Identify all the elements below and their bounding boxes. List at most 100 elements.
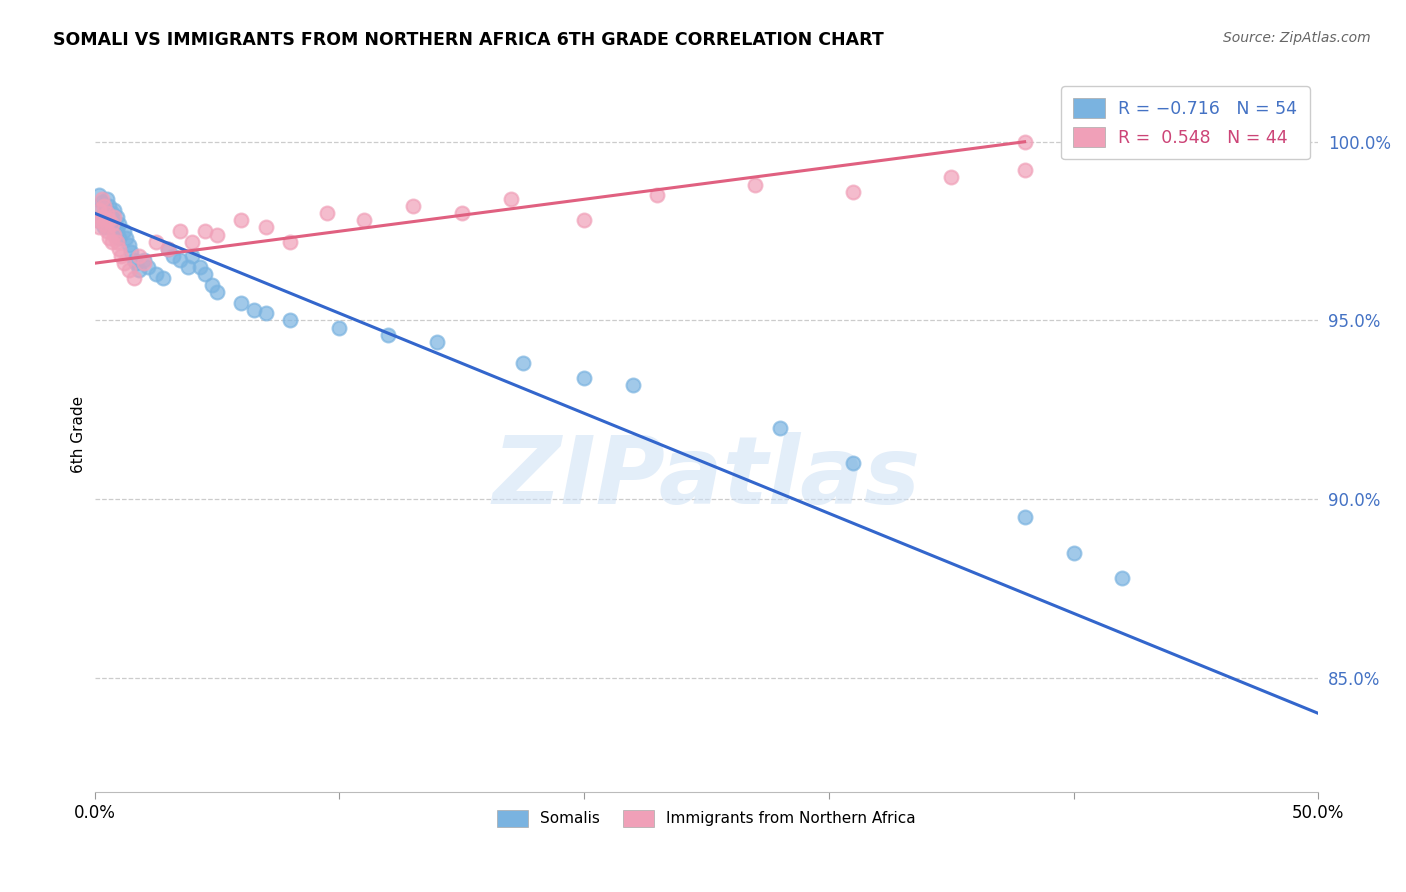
Point [647, 188, 669, 202]
Point [98, 213, 121, 227]
Point [156, 242, 179, 256]
Point [377, 327, 399, 342]
Point [205, 227, 228, 242]
Point [941, 170, 963, 185]
Point [572, 370, 595, 384]
Point [108, 217, 131, 231]
Point [96, 224, 118, 238]
Point [96, 202, 118, 217]
Point [103, 217, 125, 231]
Point [96, 206, 118, 220]
Point [105, 235, 128, 249]
Point [108, 242, 131, 256]
Point [194, 224, 217, 238]
Point [328, 320, 350, 334]
Point [125, 256, 148, 270]
Point [86, 213, 108, 227]
Point [512, 356, 534, 370]
Point [402, 199, 425, 213]
Point [93, 220, 115, 235]
Point [89, 202, 111, 217]
Point [769, 420, 792, 434]
Y-axis label: 6th Grade: 6th Grade [72, 396, 86, 474]
Point [118, 238, 141, 252]
Point [145, 235, 167, 249]
Point [112, 224, 135, 238]
Point [353, 213, 375, 227]
Point [90, 210, 112, 224]
Point [98, 199, 121, 213]
Point [280, 313, 302, 327]
Point [181, 249, 204, 263]
Point [115, 231, 138, 245]
Point [316, 206, 339, 220]
Point [128, 249, 150, 263]
Point [93, 217, 115, 231]
Point [201, 277, 224, 292]
Point [156, 242, 179, 256]
Point [572, 213, 595, 227]
Point [89, 220, 111, 235]
Point [499, 192, 522, 206]
Point [93, 206, 115, 220]
Point [152, 270, 174, 285]
Point [98, 231, 121, 245]
Point [1111, 571, 1133, 585]
Point [1014, 163, 1036, 178]
Point [145, 267, 167, 281]
Point [96, 192, 118, 206]
Point [169, 224, 191, 238]
Point [280, 235, 302, 249]
Point [98, 213, 121, 227]
Point [138, 260, 160, 274]
Point [128, 263, 150, 277]
Point [100, 235, 122, 249]
Point [242, 302, 264, 317]
Point [450, 206, 472, 220]
Point [231, 295, 253, 310]
Point [105, 224, 128, 238]
Point [103, 210, 125, 224]
Point [86, 213, 108, 227]
Point [90, 192, 112, 206]
Legend: Somalis, Immigrants from Northern Africa: Somalis, Immigrants from Northern Africa [489, 803, 924, 834]
Point [231, 213, 253, 227]
Point [1014, 509, 1036, 524]
Point [132, 256, 155, 270]
Point [842, 456, 865, 470]
Point [744, 178, 766, 192]
Point [93, 199, 115, 213]
Text: Source: ZipAtlas.com: Source: ZipAtlas.com [1223, 31, 1371, 45]
Point [112, 256, 135, 270]
Point [100, 217, 122, 231]
Point [105, 210, 128, 224]
Point [621, 377, 644, 392]
Point [254, 306, 277, 320]
Point [122, 252, 145, 267]
Point [90, 195, 112, 210]
Point [122, 270, 145, 285]
Point [176, 260, 198, 274]
Text: SOMALI VS IMMIGRANTS FROM NORTHERN AFRICA 6TH GRADE CORRELATION CHART: SOMALI VS IMMIGRANTS FROM NORTHERN AFRIC… [53, 31, 884, 49]
Point [426, 334, 449, 349]
Point [188, 260, 211, 274]
Point [169, 252, 191, 267]
Point [103, 202, 125, 217]
Point [100, 206, 122, 220]
Point [1063, 546, 1085, 560]
Text: ZIPatlas: ZIPatlas [492, 432, 921, 524]
Point [842, 185, 865, 199]
Point [205, 285, 228, 299]
Point [90, 210, 112, 224]
Point [89, 202, 111, 217]
Point [1014, 135, 1036, 149]
Point [108, 231, 131, 245]
Point [120, 245, 142, 260]
Point [132, 252, 155, 267]
Point [89, 188, 111, 202]
Point [110, 249, 132, 263]
Point [181, 235, 204, 249]
Point [254, 220, 277, 235]
Point [162, 249, 184, 263]
Point [103, 227, 125, 242]
